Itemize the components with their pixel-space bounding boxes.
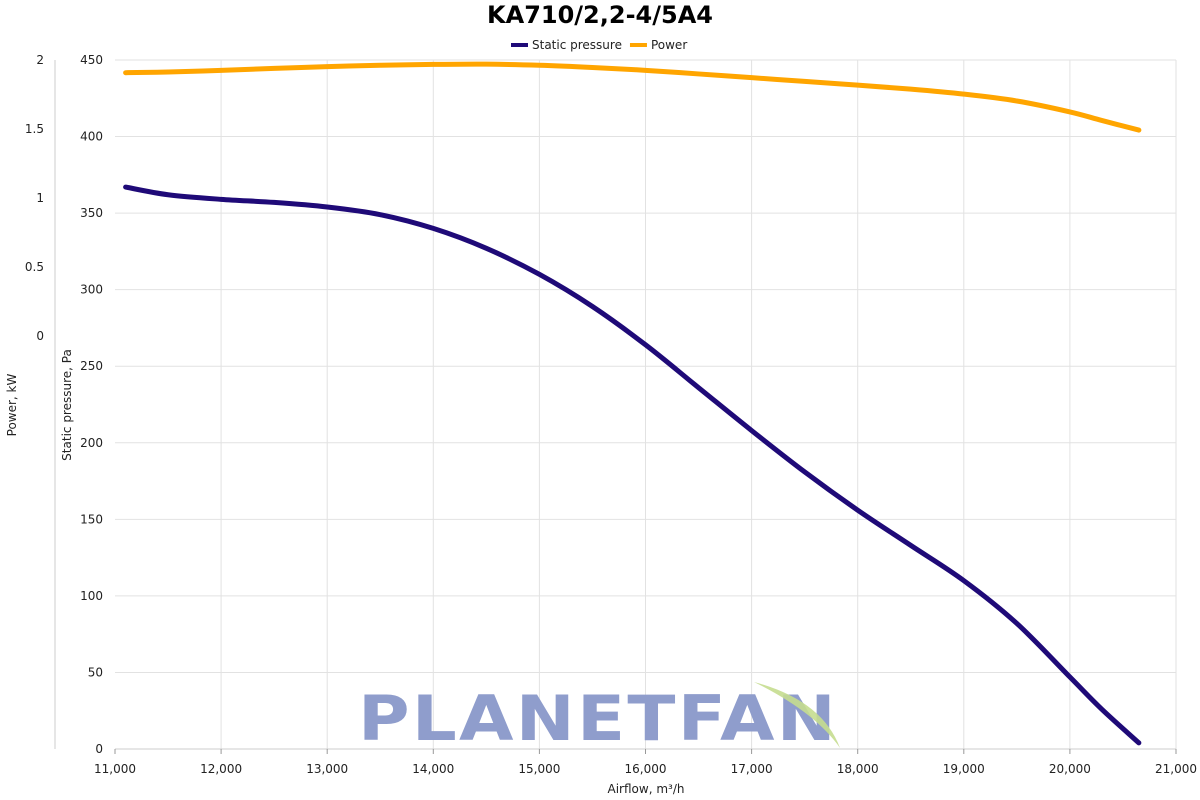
x-tick-label: 21,000 <box>1155 762 1197 776</box>
legend-label-power: Power <box>651 38 687 52</box>
series-line-static-pressure <box>123 184 1142 746</box>
x-tick-label: 16,000 <box>625 762 667 776</box>
y-tick-label: 400 <box>80 130 103 144</box>
x-tick-label: 20,000 <box>1049 762 1091 776</box>
y-tick-label: 250 <box>80 359 103 373</box>
y2-tick-label: 2 <box>36 53 44 67</box>
y-tick-label: 350 <box>80 206 103 220</box>
y2-axis-ticks: 0 0.5 1 1.5 2 <box>25 53 44 343</box>
x-tick-label: 12,000 <box>200 762 242 776</box>
y2-tick-label: 0 <box>36 329 44 343</box>
series-lines <box>123 61 1142 746</box>
y2-tick-label: 1.5 <box>25 122 44 136</box>
y-tick-label: 100 <box>80 589 103 603</box>
y2-tick-label: 0.5 <box>25 260 44 274</box>
x-tick-label: 18,000 <box>837 762 879 776</box>
legend-label-static-pressure: Static pressure <box>532 38 622 52</box>
chart-legend: Static pressure Power <box>511 38 687 52</box>
x-tick-label: 14,000 <box>412 762 454 776</box>
y-tick-label: 450 <box>80 53 103 67</box>
y-tick-label: 0 <box>95 742 103 756</box>
y-tick-label: 50 <box>88 665 103 679</box>
grid-lines <box>115 59 1177 750</box>
planetfan-logo: PLANETFAN <box>358 682 840 755</box>
y-tick-label: 300 <box>80 283 103 297</box>
x-tick-label: 17,000 <box>731 762 773 776</box>
x-tick-label: 13,000 <box>306 762 348 776</box>
y2-axis-label: Power, kW <box>5 374 19 437</box>
x-tick-label: 19,000 <box>943 762 985 776</box>
x-axis-ticks: 11,000 12,000 13,000 14,000 15,000 16,000 17,0… <box>94 749 1197 776</box>
x-tick-label: 15,000 <box>518 762 560 776</box>
y2-tick-label: 1 <box>36 191 44 205</box>
x-tick-label: 11,000 <box>94 762 136 776</box>
y-tick-label: 150 <box>80 512 103 526</box>
y-tick-label: 200 <box>80 436 103 450</box>
x-axis-label: Airflow, m³/h <box>608 782 685 796</box>
y-axis-ticks: 0 50 100 150 200 250 300 350 400 450 <box>80 53 103 756</box>
series-line-power <box>123 61 1142 133</box>
y-axis-label: Static pressure, Pa <box>60 349 74 461</box>
logo-text: PLANETFAN <box>358 682 838 755</box>
chart-title: KA710/2,2-4/5A4 <box>487 1 713 29</box>
